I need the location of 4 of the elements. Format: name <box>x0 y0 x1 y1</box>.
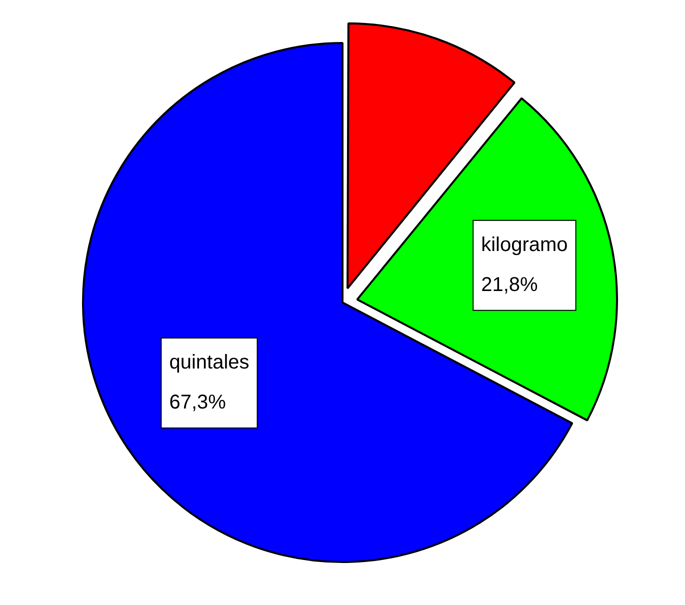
data-label: 21,8% <box>481 274 538 296</box>
slice-label: quintales <box>169 352 250 374</box>
data-label: 67,3% <box>169 392 226 414</box>
slice-label: kilogramo <box>481 234 568 256</box>
